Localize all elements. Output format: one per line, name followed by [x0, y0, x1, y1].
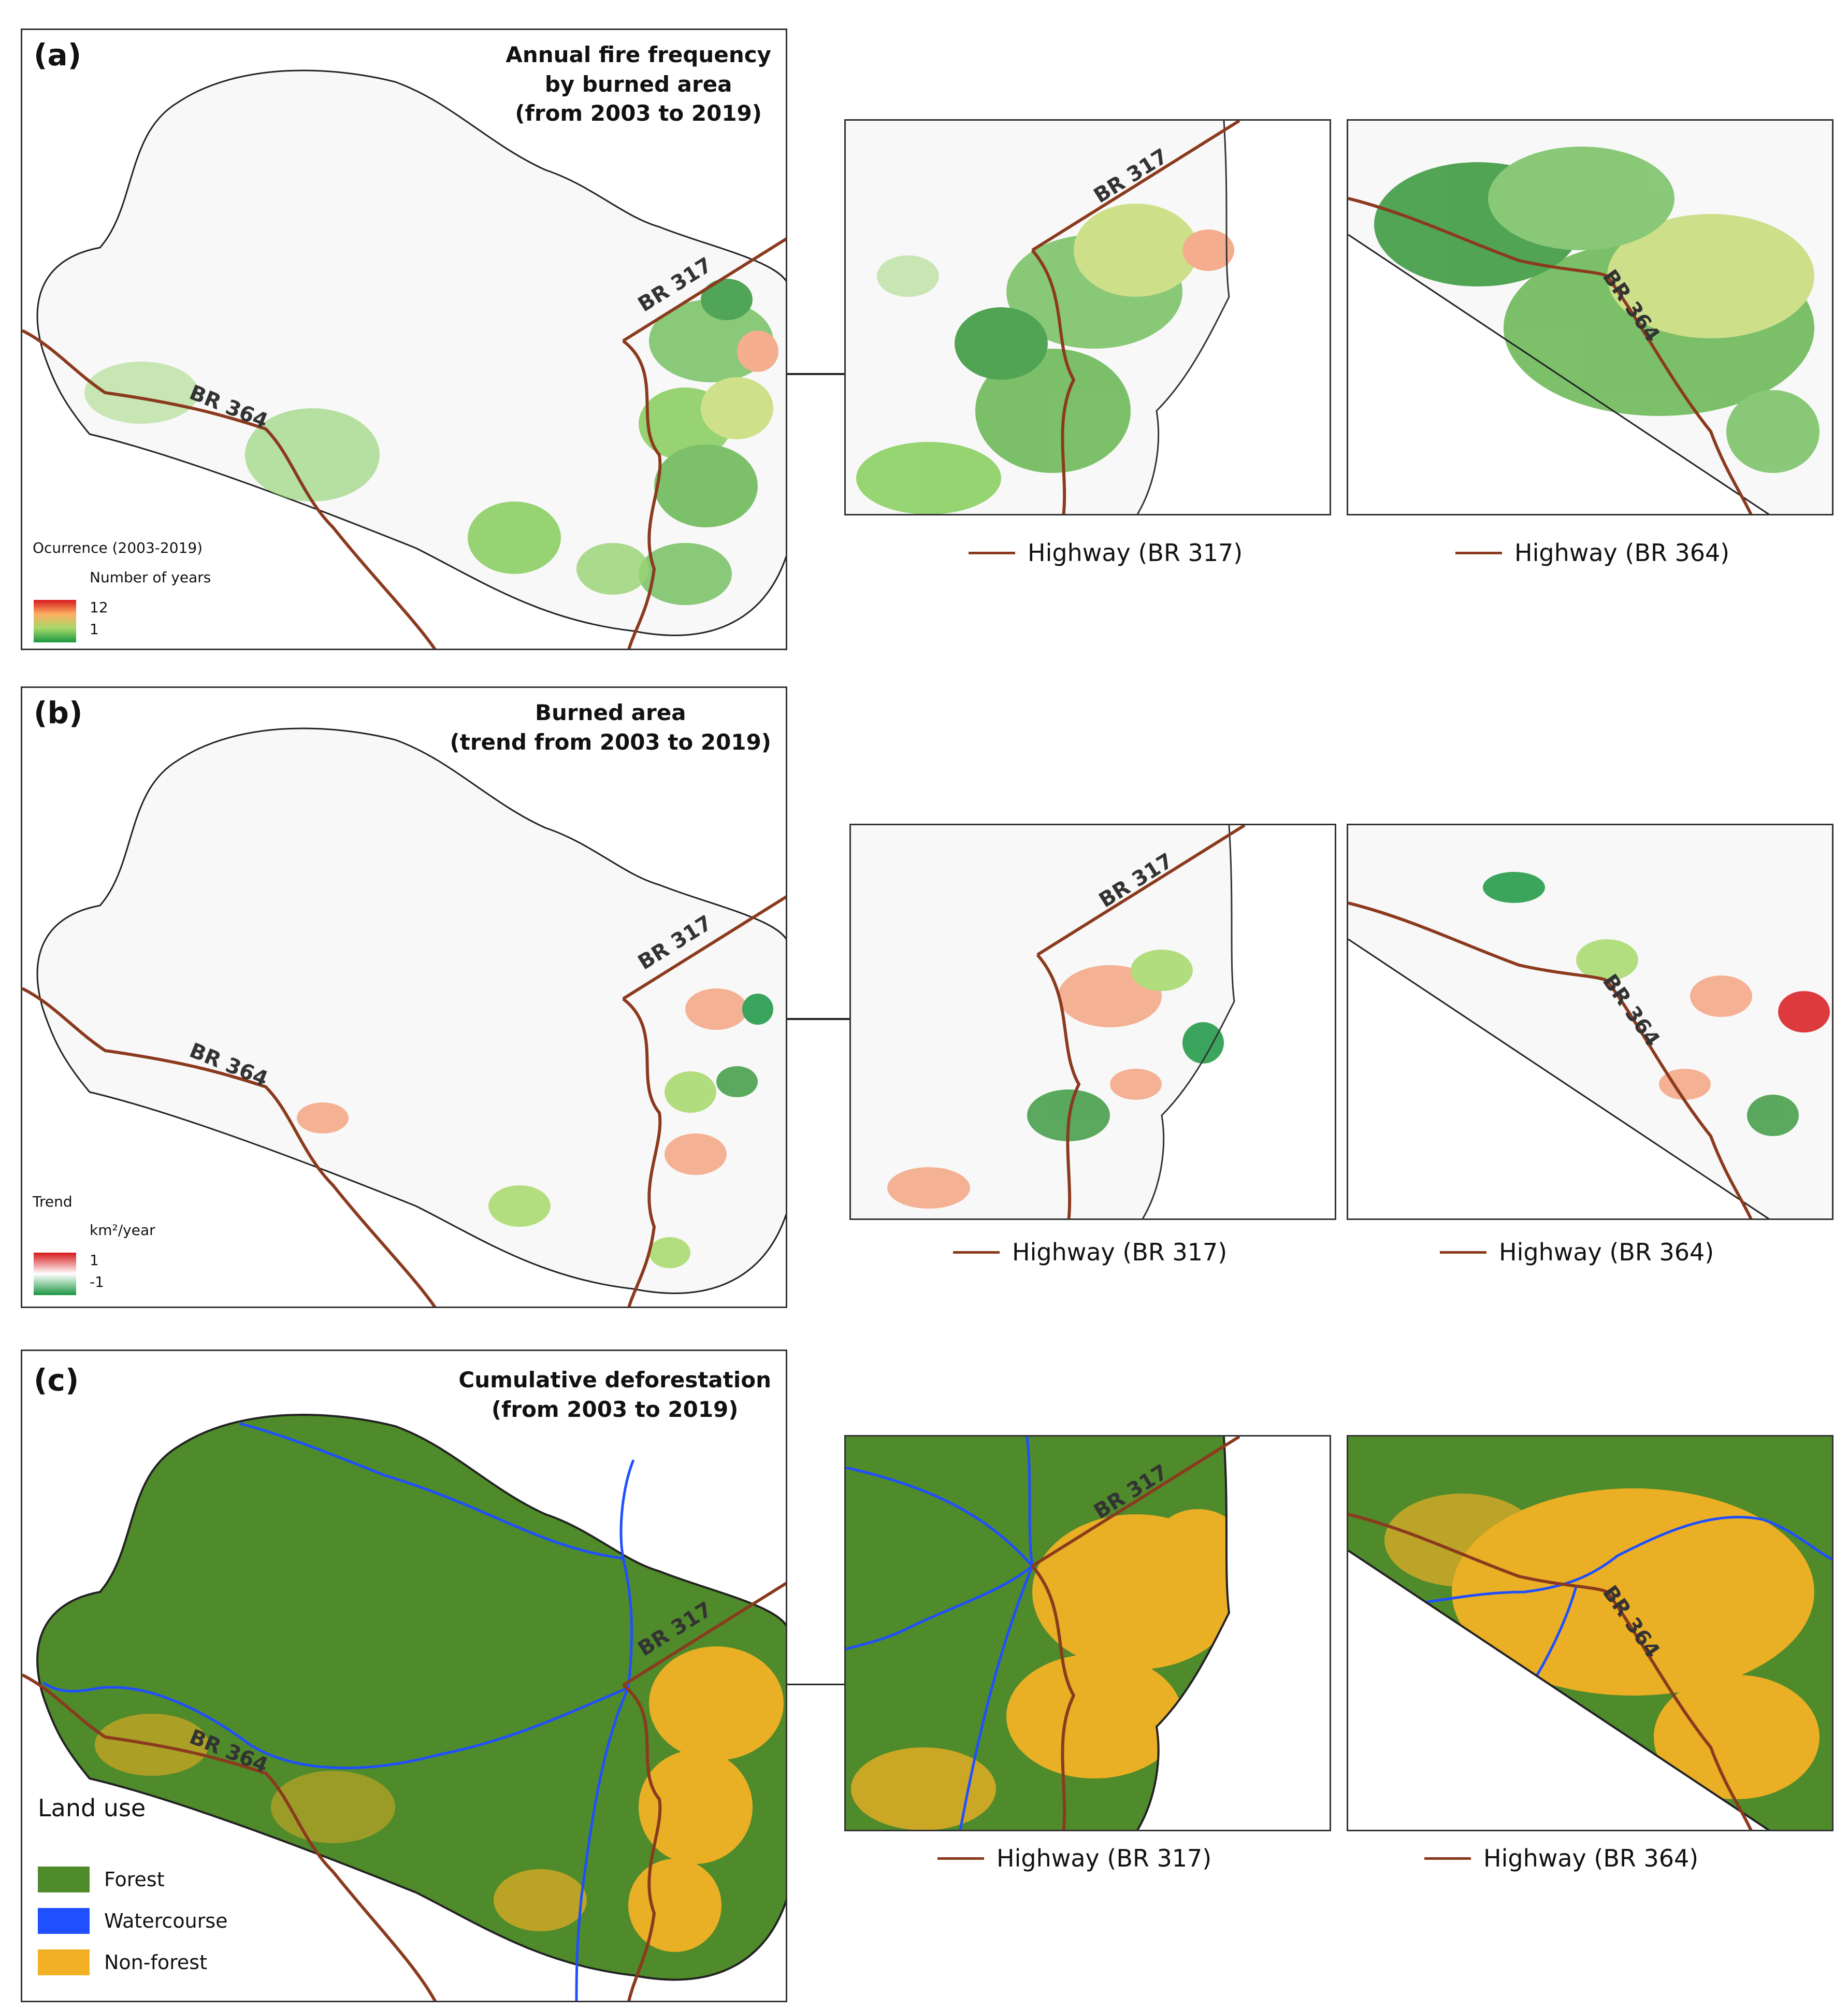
- non-forest-swatch: [38, 1949, 90, 1975]
- panel-label: (b): [34, 695, 83, 730]
- highway-line-swatch: [1424, 1857, 1471, 1860]
- inset-legend-label: Highway (BR 317): [1028, 539, 1243, 567]
- non-forest-areas: [95, 1646, 784, 1952]
- inset-c-br317: BR 317: [844, 1435, 1331, 1831]
- panel-title: Burned area (trend from 2003 to 2019): [450, 698, 771, 757]
- road-label-br317: BR 317: [1090, 144, 1172, 208]
- legend-title: Trend: [33, 1193, 73, 1210]
- inset-map-canvas: BR 364: [1348, 1488, 1832, 1830]
- inset-b-br364: BR 364: [1347, 824, 1833, 1220]
- highway-br317: [1031, 121, 1240, 514]
- legend-title: Ocurrence (2003-2019): [33, 539, 203, 556]
- study-area-outline: [36, 727, 786, 1294]
- road-label-br317: BR 317: [1090, 1460, 1172, 1524]
- legend-gradient: [34, 600, 76, 642]
- panel-title: Annual fire frequency by burned area (fr…: [506, 40, 771, 128]
- inset-legend-br317: Highway (BR 317): [937, 1844, 1211, 1872]
- inset-legend-br364: Highway (BR 364): [1455, 539, 1729, 567]
- highway-br317: [1036, 825, 1246, 1218]
- legend-max: 1: [90, 1252, 99, 1269]
- legend-min: 1: [90, 621, 99, 638]
- legend-max: 12: [90, 599, 108, 616]
- panel-c-main-map: BR 317 BR 364 (c) Cumulative deforestati…: [21, 1350, 787, 2002]
- title-line: (from 2003 to 2019): [515, 101, 762, 126]
- highway-line-swatch: [1455, 551, 1502, 554]
- legend-item-label: Watercourse: [104, 1910, 228, 1932]
- land-use-legend-title: Land use: [38, 1794, 146, 1822]
- connector-line: [787, 373, 844, 375]
- highway-br317: [622, 895, 786, 1307]
- title-line: Annual fire frequency: [506, 42, 771, 67]
- legend-subtitle: Number of years: [90, 569, 211, 586]
- highway-line-swatch: [937, 1857, 984, 1860]
- study-area-outline: [36, 1414, 786, 1981]
- watercourse-swatch: [38, 1908, 90, 1934]
- panel-label: (c): [34, 1362, 79, 1398]
- connector-line: [787, 1018, 849, 1020]
- highway-br364: [22, 329, 437, 649]
- panel-label: (a): [34, 37, 82, 73]
- inset-legend-br364: Highway (BR 364): [1424, 1844, 1698, 1872]
- title-line: (trend from 2003 to 2019): [450, 729, 771, 755]
- trend-patches: [297, 988, 773, 1268]
- inset-legend-label: Highway (BR 364): [1514, 539, 1730, 567]
- inset-legend-br317: Highway (BR 317): [953, 1238, 1227, 1266]
- highway-br317: [622, 237, 786, 649]
- legend-item-non-forest: Non-forest: [38, 1949, 207, 1975]
- inset-legend-br364: Highway (BR 364): [1440, 1238, 1714, 1266]
- watercourses: [42, 1422, 635, 2001]
- inset-legend-label: Highway (BR 364): [1483, 1844, 1699, 1872]
- inset-map-canvas: BR 317: [887, 825, 1335, 1218]
- forest-swatch: [38, 1867, 90, 1892]
- highway-br364: [1348, 901, 1753, 1218]
- legend-item-forest: Forest: [38, 1867, 165, 1892]
- panel-title: Cumulative deforestation (from 2003 to 2…: [458, 1366, 771, 1424]
- inset-legend-label: Highway (BR 364): [1499, 1238, 1714, 1266]
- legend-item-watercourse: Watercourse: [38, 1908, 228, 1934]
- road-label-br317: BR 317: [1095, 849, 1177, 912]
- panel-b-main-map: BR 317 BR 364 (b) Burned area (trend fro…: [21, 686, 787, 1308]
- legend-subtitle: km²/year: [90, 1222, 155, 1239]
- inset-c-br364: BR 364: [1347, 1435, 1833, 1831]
- highway-br364: [22, 1673, 437, 2001]
- legend-gradient: [34, 1253, 76, 1295]
- inset-legend-br317: Highway (BR 317): [969, 539, 1243, 567]
- highway-br317: [1031, 1437, 1240, 1830]
- highway-line-swatch: [953, 1251, 1000, 1254]
- highway-br364: [1348, 197, 1753, 514]
- highway-br317: [622, 1582, 786, 2001]
- study-area-outline: [36, 69, 786, 636]
- highway-line-swatch: [1440, 1251, 1486, 1254]
- legend-min: -1: [90, 1273, 104, 1290]
- inset-map-canvas: BR 317: [856, 121, 1330, 514]
- title-line: Burned area: [535, 700, 686, 725]
- inset-legend-label: Highway (BR 317): [997, 1844, 1212, 1872]
- connector-line: [787, 1684, 844, 1685]
- highway-br364: [1348, 1513, 1753, 1830]
- legend-item-label: Non-forest: [104, 1951, 207, 1974]
- title-line: (from 2003 to 2019): [491, 1396, 739, 1422]
- legend-item-label: Forest: [104, 1868, 165, 1891]
- highway-line-swatch: [969, 551, 1015, 554]
- inset-b-br317: BR 317: [849, 824, 1336, 1220]
- road-label-br364: BR 364: [1598, 970, 1665, 1051]
- inset-a-br317: BR 317: [844, 119, 1331, 515]
- title-line: by burned area: [544, 71, 732, 97]
- inset-legend-label: Highway (BR 317): [1012, 1238, 1228, 1266]
- inset-map-canvas: BR 364: [1348, 872, 1830, 1218]
- inset-a-br364: BR 364: [1347, 119, 1833, 515]
- highway-br364: [22, 987, 437, 1307]
- fire-frequency-patches: [84, 279, 778, 605]
- panel-c-map-canvas: BR 317 BR 364: [22, 1414, 786, 2001]
- panel-a-main-map: BR 317 BR 364 (a) Annual fire frequency …: [21, 28, 787, 650]
- panel-a-map-canvas: BR 317 BR 364: [22, 69, 786, 649]
- panel-b-map-canvas: BR 317 BR 364: [22, 727, 786, 1307]
- inset-map-canvas: BR 317: [846, 1437, 1330, 1830]
- inset-map-canvas: BR 364: [1348, 147, 1820, 514]
- title-line: Cumulative deforestation: [458, 1367, 771, 1393]
